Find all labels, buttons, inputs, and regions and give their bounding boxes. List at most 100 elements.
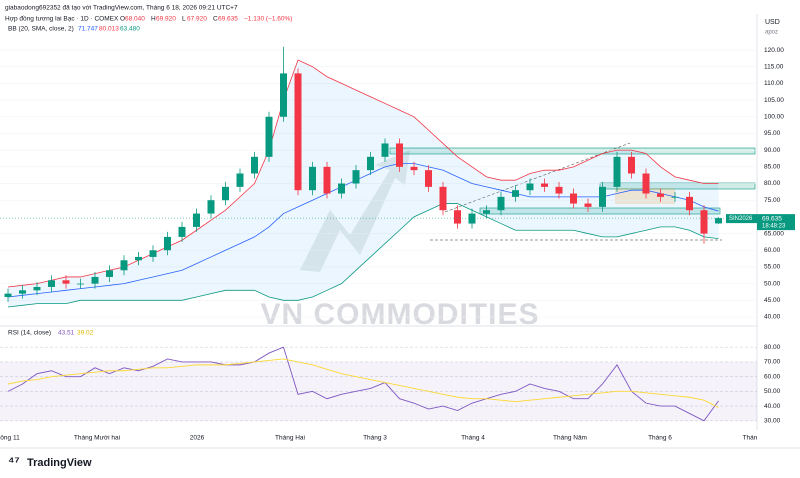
bb-value: 71.747 [78, 26, 98, 33]
ohlc-value: 67.920 [187, 16, 207, 23]
price-tag-value: 69.635 [762, 215, 782, 222]
candle-body [454, 210, 461, 224]
candle-body [555, 186, 563, 194]
price-tag-countdown: 18:48:23 [762, 224, 786, 230]
y-tick-label: 45.00 [764, 297, 781, 304]
candle-body [410, 166, 418, 171]
x-tick-label: Thán [743, 435, 758, 442]
rsi-tick-label: 30.00 [764, 418, 781, 425]
watermark: VN COMMODITIES [260, 298, 539, 331]
credit: giabaodong692352 đã tạo với TradingView.… [5, 5, 238, 12]
candle-body [613, 156, 621, 187]
candle-body [628, 156, 635, 174]
candle-body [323, 166, 331, 194]
candle-body [396, 143, 403, 167]
ohlc-value: 69.635 [218, 16, 238, 23]
candle-body [91, 276, 99, 284]
x-tick-label: Tháng Mười hai [74, 435, 120, 442]
rsi-tick-label: 60.00 [764, 373, 781, 380]
x-tick-label: Tháng Hai [275, 435, 305, 442]
symbol-title: Hợp đồng tương lai Bạc · 1D · COMEX [5, 14, 119, 23]
candle-body [352, 170, 360, 184]
y-tick-label: 110.00 [764, 80, 784, 87]
y-tick-label: 105.00 [764, 97, 784, 104]
price-tag [757, 214, 795, 231]
rsi-line [7, 346, 719, 422]
currency-sub: apoz [765, 30, 778, 36]
candle-body [686, 196, 693, 211]
y-tick-label: 40.00 [764, 314, 781, 321]
y-tick-label: 115.00 [764, 63, 784, 70]
candle-body [512, 190, 519, 197]
y-tick-label: 55.00 [764, 264, 781, 271]
x-tick-label: Tháng Năm [553, 435, 587, 442]
y-tick-label: 60.00 [764, 247, 781, 254]
bb-label: BB (20, SMA, close, 2) [8, 26, 74, 33]
zone [599, 182, 756, 190]
candle-body [33, 286, 41, 291]
candle-body [425, 170, 432, 187]
rsi-tick-label: 50.00 [764, 388, 781, 395]
candle-body [236, 173, 244, 187]
rsi-value: 43.51 [58, 330, 75, 337]
symbol-tag-text: SIN2026 [729, 216, 753, 222]
candle-body [381, 143, 389, 157]
candle-body [164, 236, 171, 251]
candle-body [77, 283, 84, 285]
y-tick-label: 120.00 [764, 47, 784, 54]
y-tick-label: 100.00 [764, 113, 784, 120]
candle-body [657, 193, 664, 197]
candle-body [48, 280, 55, 287]
ohlc-key: H [151, 16, 156, 23]
bb-value: 63.480 [120, 26, 140, 33]
candle-body [4, 293, 12, 297]
bb-fill [8, 60, 719, 307]
ohlc-key: O [120, 16, 125, 23]
ohlc-key: L [182, 16, 186, 23]
rsi-ma-value: 39.02 [77, 330, 94, 337]
candle-body [367, 156, 374, 171]
candle-body [642, 173, 650, 194]
y-tick-label: 80.00 [764, 180, 781, 187]
candle-body [599, 186, 606, 207]
y-tick-label: 75.00 [764, 197, 781, 204]
candle-body [468, 213, 476, 224]
candle-body [251, 156, 258, 174]
currency: USD [765, 19, 780, 26]
candle-body [338, 183, 345, 194]
candle-body [120, 260, 128, 271]
candle-body [19, 290, 26, 294]
x-tick-label: Tháng 6 [648, 435, 672, 442]
candle-body [294, 73, 302, 191]
rsi-label: RSI (14, close) [8, 330, 51, 337]
change: −1.130 (−1.60%) [244, 16, 292, 23]
y-tick-label: 65.000 [764, 230, 784, 237]
rsi-tick-label: 70.00 [764, 359, 781, 366]
candle-body [280, 73, 287, 117]
zone [479, 207, 721, 215]
candle-body [715, 218, 722, 224]
rsi-tick-label: 40.00 [764, 403, 781, 410]
zone [389, 147, 756, 155]
candle-body [178, 226, 186, 237]
bb-lower [7, 203, 719, 308]
symbol-tag [726, 214, 757, 224]
candle-body [439, 186, 447, 211]
y-tick-label: 95.00 [764, 130, 781, 137]
candle-body [207, 200, 215, 214]
candle-body [62, 280, 70, 284]
ohlc-value: 69.920 [156, 16, 176, 23]
candle-body [222, 186, 229, 201]
ohlc-key: C [213, 16, 218, 23]
candle-body [497, 196, 505, 211]
x-tick-label: ông 11 [0, 435, 20, 442]
candle-body [309, 166, 316, 191]
x-tick-label: 2026 [190, 435, 205, 442]
candle-body [526, 183, 534, 191]
brand: TradingView [27, 457, 92, 469]
candle-body [584, 203, 592, 207]
ohlc-value: 68.040 [125, 16, 145, 23]
